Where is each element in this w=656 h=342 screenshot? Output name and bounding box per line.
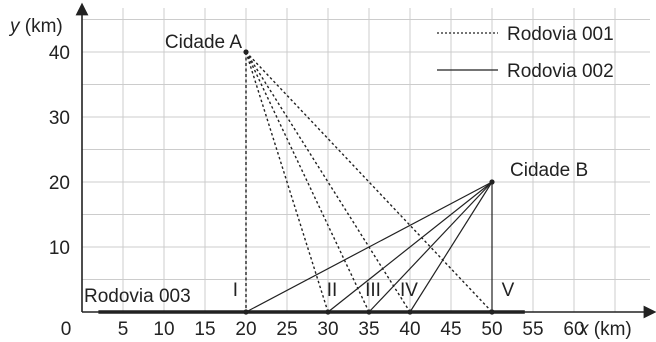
point-iv-label: IV bbox=[400, 280, 418, 301]
x-tick-label: 40 bbox=[399, 319, 420, 340]
point-i-label: I bbox=[233, 280, 238, 301]
x-tick-label: 0 bbox=[61, 319, 72, 340]
x-tick-label: 45 bbox=[440, 319, 461, 340]
point-v-label: V bbox=[502, 280, 515, 301]
axes bbox=[75, 2, 656, 319]
x-tick-label: 55 bbox=[522, 319, 543, 340]
cidade-a-label: Cidade A bbox=[165, 32, 242, 53]
x-axis-title: x (km) bbox=[578, 319, 632, 340]
rodovia-002-segment-iv bbox=[409, 181, 493, 313]
x-tick-label: 10 bbox=[153, 319, 174, 340]
y-axis-title: y (km) bbox=[8, 16, 63, 37]
point-ii-label: II bbox=[327, 280, 338, 301]
x-tick-label: 60 bbox=[563, 319, 584, 340]
y-tick-label: 20 bbox=[49, 173, 70, 194]
cidade-b-label: Cidade B bbox=[510, 160, 588, 181]
cidade-b-dot bbox=[489, 179, 495, 185]
x-tick-label: 25 bbox=[276, 319, 297, 340]
x-tick-label: 20 bbox=[235, 319, 256, 340]
rodovia-002-segment-i bbox=[245, 181, 493, 313]
x-tick-label: 30 bbox=[317, 319, 338, 340]
x-tick-label: 50 bbox=[481, 319, 502, 340]
labels: 0 5 10 15 20 25 30 35 40 45 50 55 60 10 20 30 40 x (km) y … bbox=[8, 16, 632, 340]
legend-solid-label: Rodovia 002 bbox=[507, 61, 614, 82]
y-tick-label: 40 bbox=[49, 43, 70, 64]
legend: Rodovia 001 Rodovia 002 bbox=[437, 24, 614, 82]
x-tick-label: 35 bbox=[358, 319, 379, 340]
rodovia-003-label: Rodovia 003 bbox=[84, 286, 191, 307]
rodovia-001-segment-ii bbox=[245, 51, 329, 313]
y-tick-label: 30 bbox=[49, 108, 70, 129]
legend-dotted-label: Rodovia 001 bbox=[507, 24, 614, 45]
grid bbox=[82, 8, 650, 312]
x-tick-label: 15 bbox=[194, 319, 215, 340]
rodovia-002-segment-iii bbox=[368, 181, 493, 313]
cidade-a-dot bbox=[243, 49, 249, 55]
point-iii-label: III bbox=[365, 280, 381, 301]
rodovia-002-segment-ii bbox=[327, 181, 493, 313]
y-tick-label: 10 bbox=[49, 238, 70, 259]
x-tick-label: 5 bbox=[118, 319, 129, 340]
